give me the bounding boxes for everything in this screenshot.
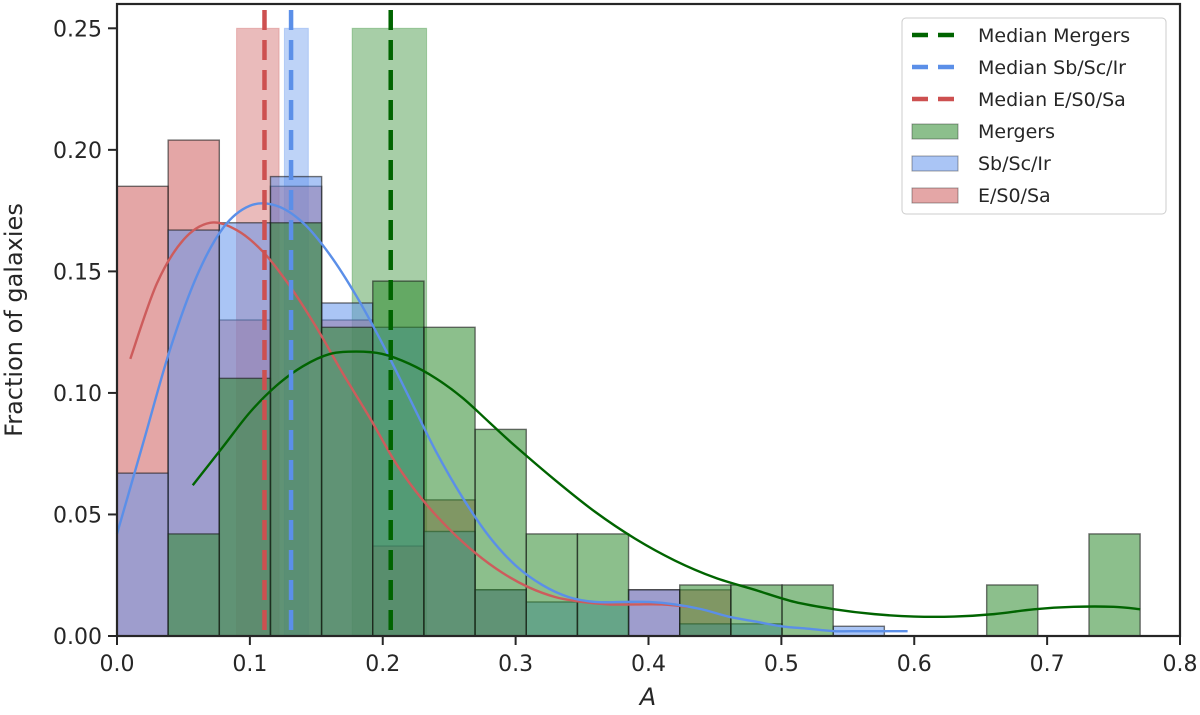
histogram-bar — [218, 377, 272, 637]
legend-label: Median Sb/Sc/Ir — [978, 57, 1126, 79]
x-tick-label: 0.3 — [498, 652, 533, 677]
x-tick-label: 0.1 — [232, 652, 267, 677]
histogram-bar — [423, 326, 476, 637]
histogram-bar — [167, 533, 221, 637]
legend-item-median-sb-sc-ir: Median Sb/Sc/Ir — [912, 57, 1126, 79]
histogram-bar — [1088, 533, 1141, 637]
y-tick-label: 0.15 — [53, 260, 102, 285]
x-tick-label: 0.5 — [764, 652, 799, 677]
x-axis-label: A — [638, 683, 656, 711]
histogram-bar — [525, 533, 579, 637]
x-tick-label: 0.4 — [631, 652, 666, 677]
bars-mergers — [167, 222, 1141, 637]
legend-patch-icon — [911, 155, 959, 172]
histogram-bars — [116, 139, 1141, 637]
legend-label: Mergers — [978, 121, 1055, 143]
legend-patch-icon — [911, 123, 959, 140]
legend-item-sb-sc-ir: Sb/Sc/Ir — [911, 153, 1051, 175]
kde-curves — [115, 202, 1141, 633]
legend-item-median-e-s0-sa: Median E/S0/Sa — [912, 89, 1126, 111]
legend-label: Median Mergers — [978, 25, 1130, 47]
legend-item-mergers: Mergers — [911, 121, 1055, 143]
legend: Median Mergers Median Sb/Sc/Ir Median E/S0… — [901, 17, 1167, 215]
histogram-bar — [269, 222, 323, 637]
y-tick-label: 0.25 — [53, 17, 102, 42]
y-tick-label: 0.05 — [53, 503, 102, 528]
x-tick-label: 0.8 — [1163, 652, 1198, 677]
histogram-bar — [576, 533, 630, 637]
legend-item-median-mergers: Median Mergers — [912, 25, 1130, 47]
y-tick-label: 0.10 — [53, 382, 102, 407]
kde-curve-e-s0-sa — [129, 221, 689, 609]
y-axis-label: Fraction of galaxies — [0, 203, 28, 437]
histogram-bar — [372, 280, 425, 637]
x-tick-label: 0.2 — [365, 652, 400, 677]
histogram-bar — [320, 326, 374, 637]
histogram-bar — [730, 584, 783, 637]
x-tick-label: 0.7 — [1030, 652, 1065, 677]
median-lines — [262, 10, 393, 636]
y-tick-label: 0.20 — [53, 139, 102, 164]
legend-label: Median E/S0/Sa — [978, 89, 1126, 111]
kde-curve-sb-sc-ir — [115, 202, 908, 633]
x-axis-ticks: 0.0 0.1 0.2 0.3 0.4 0.5 0.6 0.7 0.8 — [100, 636, 1198, 677]
legend-patch-icon — [911, 187, 959, 204]
x-tick-label: 0.0 — [100, 652, 135, 677]
x-tick-label: 0.6 — [897, 652, 932, 677]
legend-label: Sb/Sc/Ir — [978, 153, 1051, 175]
y-tick-label: 0.00 — [53, 625, 102, 650]
histogram-bar — [627, 589, 681, 637]
legend-item-e-s0-sa: E/S0/Sa — [911, 185, 1051, 207]
legend-box — [901, 17, 1167, 215]
kde-curve-mergers — [191, 350, 1141, 619]
y-axis-ticks: 0.00 0.05 0.10 0.15 0.20 0.25 — [53, 17, 117, 650]
histogram-bar — [116, 472, 169, 637]
legend-label: E/S0/Sa — [978, 185, 1051, 207]
histogram-bar — [474, 428, 527, 637]
